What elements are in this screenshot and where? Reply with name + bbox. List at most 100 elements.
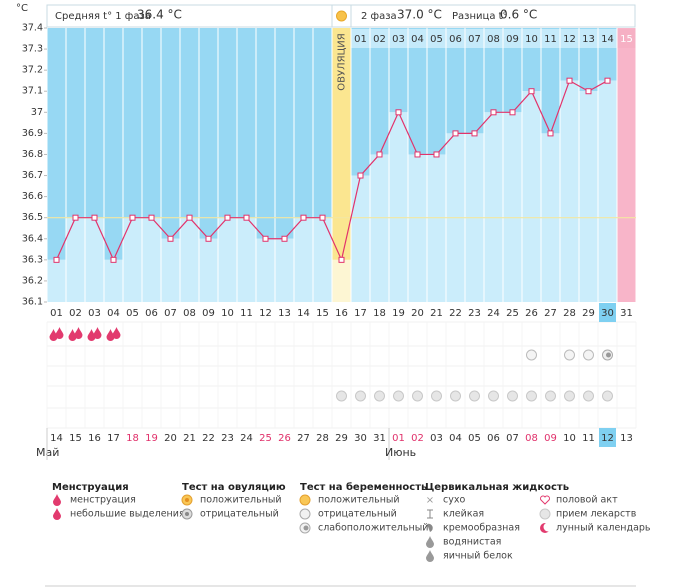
legend-icon (539, 508, 551, 520)
x-tick-label: 02 (69, 308, 82, 319)
legend-title: Цервикальная жидкость (425, 482, 569, 493)
empty-column (617, 28, 636, 302)
bar (237, 217, 256, 302)
y-tick-label: 37.1 (22, 86, 43, 97)
phase1-avg: 36.4 °С (137, 8, 182, 22)
bar (579, 91, 598, 302)
date-label: 14 (50, 433, 63, 444)
y-tick-label: 37.2 (22, 65, 43, 76)
point (319, 214, 326, 221)
x-tick-label: 03 (88, 308, 101, 319)
point (224, 214, 231, 221)
legend-title: Тест на беременность (300, 481, 427, 493)
phase2-day-cell (579, 29, 598, 48)
column-top (408, 28, 427, 155)
date-label: 12 (601, 433, 614, 444)
point (357, 172, 364, 179)
legend-title: Тест на овуляцию (182, 482, 286, 493)
column-top (237, 28, 256, 218)
date-label: 20 (164, 433, 177, 444)
legend-item: слабоположительный (318, 523, 428, 534)
bar (313, 217, 332, 302)
legend-item: менструация (70, 495, 136, 506)
bar (427, 154, 446, 302)
date-label: 26 (278, 433, 291, 444)
date-label: 31 (373, 433, 386, 444)
column-top (465, 28, 484, 134)
legend-item: положительный (318, 495, 400, 506)
column-top (446, 28, 465, 134)
bar (142, 217, 161, 302)
x-tick-label: 09 (202, 308, 215, 319)
legend-icon (53, 508, 61, 520)
bar (66, 217, 85, 302)
medicine-icon (374, 390, 385, 402)
column-top (427, 28, 446, 155)
today-cell (599, 303, 616, 322)
point (338, 256, 345, 263)
diff-label: Разница t° (452, 11, 508, 22)
point (566, 77, 573, 84)
month-label: Июнь (385, 446, 416, 459)
date-label: 01 (392, 433, 405, 444)
legend-item: кремообразная (443, 523, 520, 534)
phase2-day-cell (503, 29, 522, 48)
date-label: 30 (354, 433, 367, 444)
legend-item: положительный (200, 495, 282, 506)
point (547, 130, 554, 137)
date-label: 03 (430, 433, 443, 444)
column-top (161, 28, 180, 239)
phase2-day: 14 (601, 34, 614, 45)
menstruation-icon (74, 327, 83, 339)
y-tick-label: 36.8 (22, 149, 43, 160)
legend-icon-core (185, 498, 189, 502)
legend-item: яичный белок (443, 551, 513, 562)
y-tick-label: 36.2 (22, 275, 43, 286)
x-tick-label: 13 (278, 308, 291, 319)
date-label: 17 (107, 433, 120, 444)
temperature-line (55, 79, 608, 262)
today-date-cell (599, 428, 616, 447)
x-tick-label: 08 (183, 308, 196, 319)
y-tick-label: 36.1 (22, 297, 43, 308)
phase2-day: 01 (354, 34, 367, 45)
phase2-day: 06 (449, 34, 462, 45)
column-top (370, 28, 389, 155)
legend-title: Менструация (52, 482, 129, 493)
pregnancy-test-weak-core (606, 352, 611, 358)
legend-icon-core (185, 512, 189, 516)
phase2-day: 10 (525, 34, 538, 45)
menstruation-icon (87, 329, 96, 341)
legend-icon (53, 494, 61, 506)
legend-item: отрицательный (318, 509, 397, 520)
medicine-icon (545, 390, 556, 402)
legend-item: лунный календарь (556, 523, 651, 534)
date-label: 05 (468, 433, 481, 444)
bar (294, 217, 313, 302)
point (205, 235, 212, 242)
legend-icon (426, 550, 434, 562)
medicine-icon (507, 390, 518, 402)
menstruation-icon (93, 327, 102, 339)
phase2-day: 05 (430, 34, 443, 45)
column-top (142, 28, 161, 218)
phase2-day: 11 (544, 34, 557, 45)
column-top (47, 28, 66, 260)
phase2-day: 12 (563, 34, 576, 45)
x-tick-label: 04 (107, 308, 120, 319)
phase2-day-cell (560, 29, 579, 48)
x-tick-label: 16 (335, 308, 348, 319)
legend-item: сухо (443, 495, 465, 506)
medicine-icon (336, 390, 347, 402)
point (72, 214, 79, 221)
column-top (218, 28, 237, 218)
medicine-icon (583, 390, 594, 402)
x-tick-label: 25 (506, 308, 519, 319)
legend-icon-core (303, 525, 309, 531)
bar (332, 259, 351, 302)
x-tick-label: 17 (354, 308, 367, 319)
date-label: 06 (487, 433, 500, 444)
point (262, 235, 269, 242)
date-label: 21 (183, 433, 196, 444)
point (167, 235, 174, 242)
